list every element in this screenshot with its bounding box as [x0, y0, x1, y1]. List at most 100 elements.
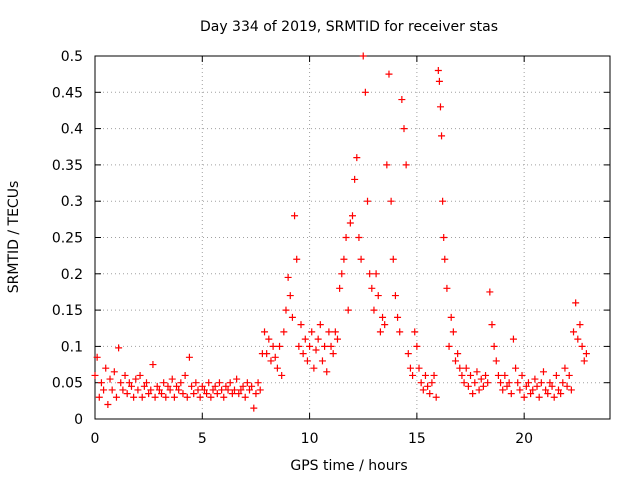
y-tick-label: 0.15: [52, 303, 83, 319]
data-point: [209, 386, 217, 394]
data-point: [286, 292, 294, 300]
data-point: [207, 393, 215, 401]
y-tick-label: 0.5: [61, 49, 83, 65]
data-point: [228, 390, 236, 398]
data-point: [263, 350, 271, 358]
y-tick-label: 0.45: [52, 85, 83, 101]
data-point: [467, 371, 475, 379]
data-point: [548, 382, 556, 390]
data-point: [379, 313, 387, 321]
x-tick-label: 15: [408, 431, 426, 447]
data-point: [434, 67, 442, 75]
data-point: [424, 382, 432, 390]
data-point: [243, 379, 251, 387]
data-point: [576, 321, 584, 329]
data-point: [301, 335, 309, 343]
data-point: [492, 357, 500, 365]
data-point: [438, 132, 446, 140]
data-point: [432, 393, 440, 401]
chart-title: Day 334 of 2019, SRMTID for receiver sta…: [200, 19, 498, 35]
data-point: [269, 342, 277, 350]
data-point: [117, 379, 125, 387]
data-point: [108, 386, 116, 394]
grid-lines: [95, 56, 610, 419]
x-tick-label: 20: [515, 431, 533, 447]
data-point: [439, 197, 447, 205]
y-axis-label: SRMTID / TECUs: [6, 181, 22, 294]
data-point: [179, 390, 187, 398]
data-point: [531, 375, 539, 383]
data-point: [580, 357, 588, 365]
y-tick-label: 0.1: [61, 339, 83, 355]
data-point: [441, 255, 449, 263]
data-point: [342, 234, 350, 241]
data-point: [248, 382, 256, 390]
data-point: [175, 386, 183, 394]
data-point: [535, 393, 543, 401]
data-point: [177, 379, 185, 387]
data-point: [516, 386, 524, 394]
data-point: [477, 375, 485, 383]
data-point: [112, 393, 120, 401]
data-point: [522, 382, 530, 390]
data-point: [205, 379, 213, 387]
y-tick-label: 0.2: [61, 267, 83, 283]
data-point: [291, 212, 299, 220]
data-point: [499, 386, 507, 394]
data-point: [164, 382, 172, 390]
data-point: [578, 342, 586, 350]
data-point: [297, 321, 305, 329]
data-point: [340, 255, 348, 263]
data-point: [402, 161, 410, 169]
data-point: [391, 292, 399, 300]
data-point: [252, 390, 260, 398]
data-point: [533, 382, 541, 390]
data-point: [389, 255, 397, 263]
data-point: [125, 379, 133, 387]
data-point: [445, 342, 453, 350]
data-point: [284, 273, 292, 281]
data-point: [91, 371, 99, 379]
data-point: [181, 371, 189, 379]
data-point: [168, 375, 176, 383]
data-point: [374, 292, 382, 300]
data-point: [323, 368, 331, 376]
data-point: [147, 386, 155, 394]
data-point: [149, 361, 157, 369]
data-point: [333, 335, 341, 343]
data-point: [138, 393, 146, 401]
data-point: [190, 390, 198, 398]
data-point: [490, 342, 498, 350]
data-point: [194, 386, 202, 394]
data-point: [361, 88, 369, 96]
data-point: [544, 390, 552, 398]
data-point: [364, 197, 372, 205]
data-point: [486, 288, 494, 296]
data-point: [226, 379, 234, 387]
data-point: [303, 357, 311, 365]
data-point: [192, 379, 200, 387]
data-point: [565, 371, 573, 379]
data-point: [166, 386, 174, 394]
data-point: [106, 375, 114, 383]
data-point: [419, 386, 427, 394]
data-point: [482, 371, 490, 379]
data-point: [218, 386, 226, 394]
data-point: [235, 390, 243, 398]
data-point: [325, 328, 333, 336]
data-point: [353, 154, 361, 162]
data-point: [100, 386, 108, 394]
data-point: [400, 125, 408, 133]
x-tick-label: 0: [91, 431, 100, 447]
data-point: [222, 382, 230, 390]
data-point: [278, 371, 286, 379]
data-point: [387, 197, 395, 205]
data-point: [561, 364, 569, 372]
data-point: [318, 357, 326, 365]
data-points: [91, 52, 590, 412]
data-point: [282, 306, 290, 314]
data-point: [130, 393, 138, 401]
data-point: [288, 313, 296, 321]
data-point: [550, 393, 558, 401]
